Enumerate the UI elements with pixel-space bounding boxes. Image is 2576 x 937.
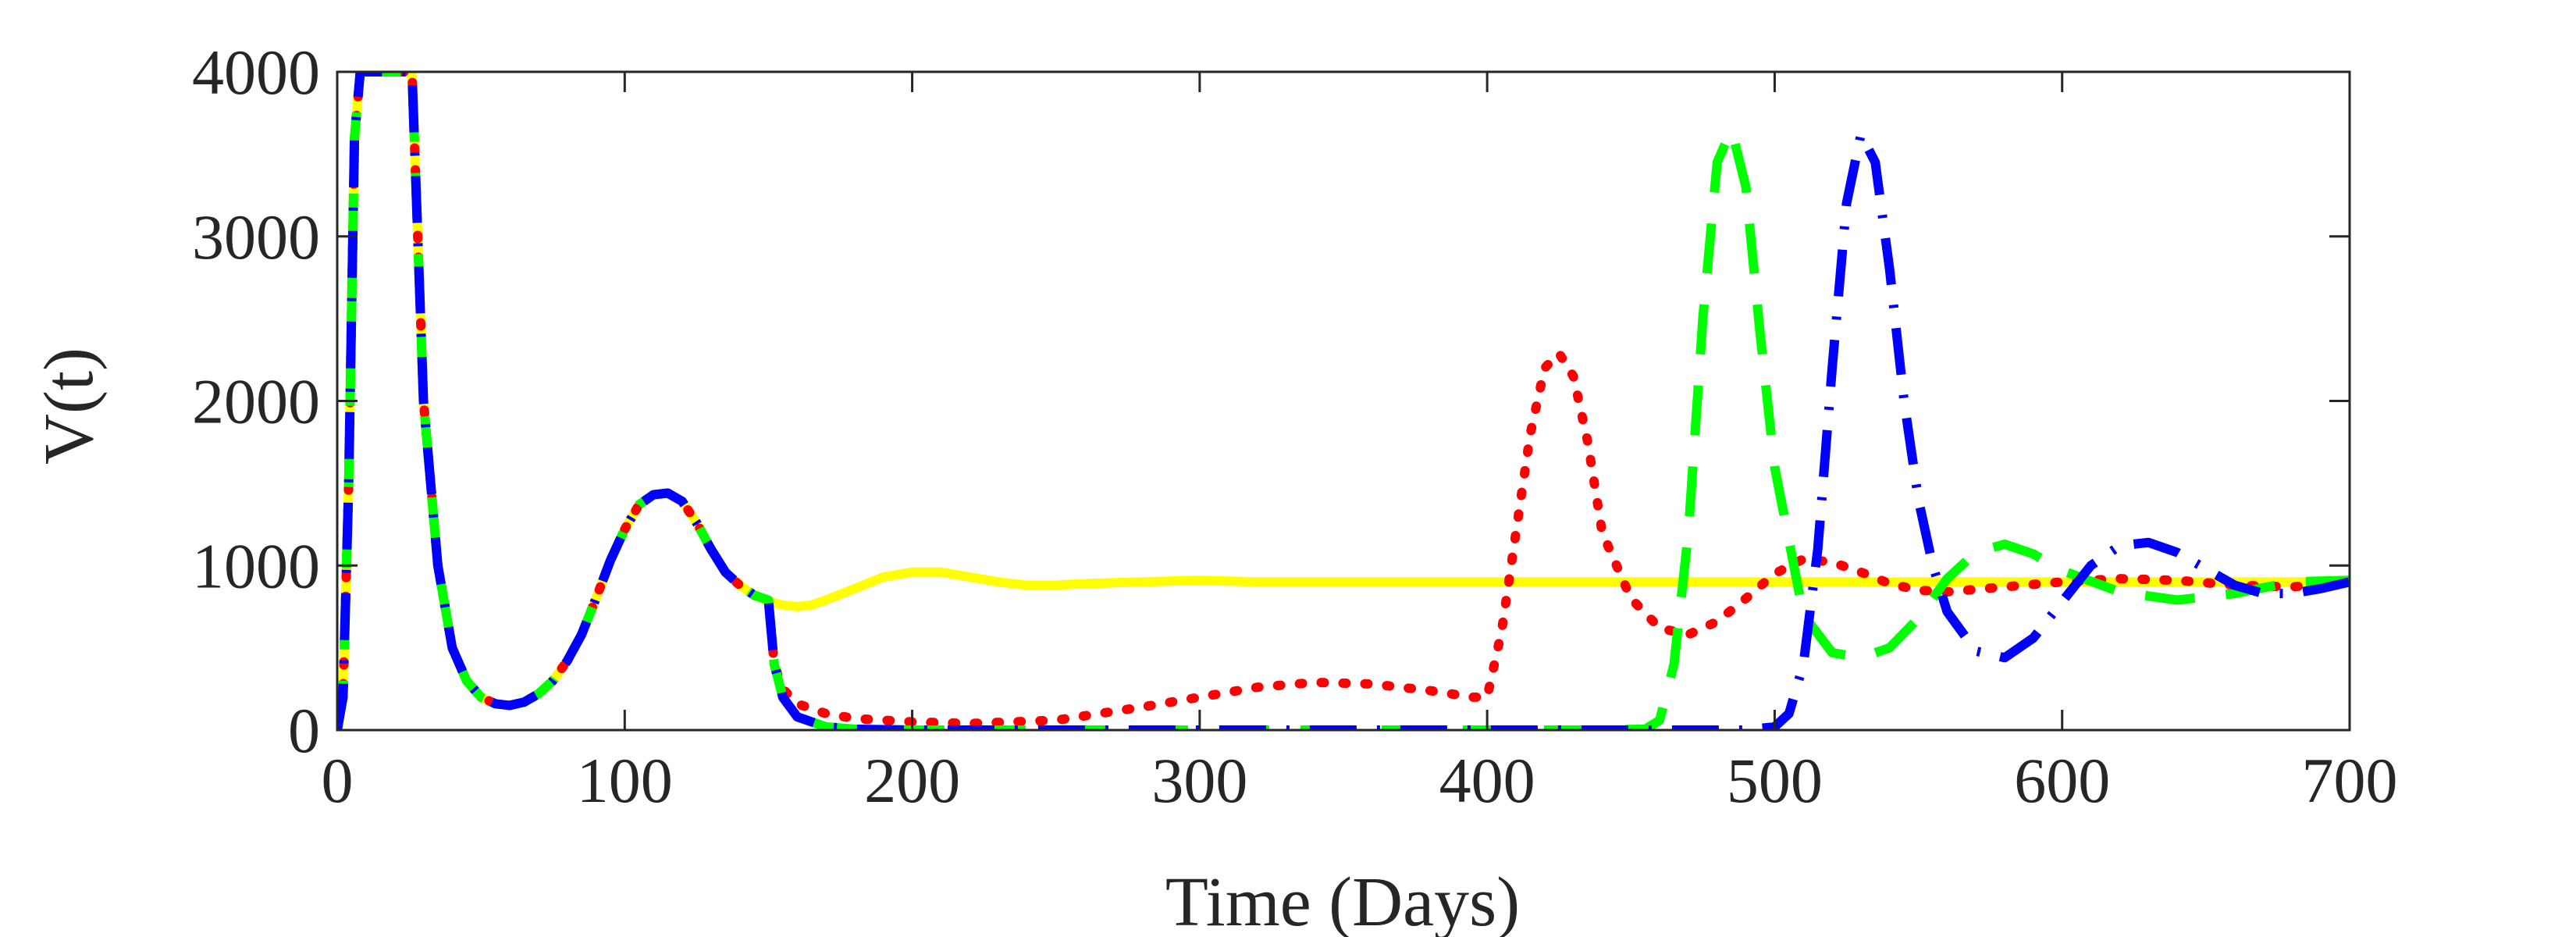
axes-layer: 0 100 200 300 400 500 600 700 0 1000 2000 3000 4000 xyxy=(192,37,2398,816)
plot-background xyxy=(337,72,2350,730)
y-tick-label: 4000 xyxy=(192,37,320,108)
x-axis-label: Time (Days) xyxy=(1165,864,1520,937)
x-tick-label: 400 xyxy=(1439,745,1535,816)
y-tick-label: 2000 xyxy=(192,366,320,437)
plot-area xyxy=(337,72,2350,730)
x-tick-label: 700 xyxy=(2302,745,2398,816)
y-tick-label: 3000 xyxy=(192,201,320,273)
x-tick-label: 200 xyxy=(864,745,960,816)
y-tick-label: 1000 xyxy=(192,530,320,601)
x-tick-label: 300 xyxy=(1151,745,1247,816)
x-tick-label: 600 xyxy=(2014,745,2110,816)
y-tick-label: 0 xyxy=(288,695,320,766)
y-axis-label: V(t) xyxy=(30,347,108,465)
series-layer xyxy=(337,72,2350,730)
x-tick-label: 0 xyxy=(322,745,354,816)
x-tick-label: 100 xyxy=(577,745,673,816)
x-tick-label: 500 xyxy=(1727,745,1823,816)
series-line-4 xyxy=(337,72,2350,730)
